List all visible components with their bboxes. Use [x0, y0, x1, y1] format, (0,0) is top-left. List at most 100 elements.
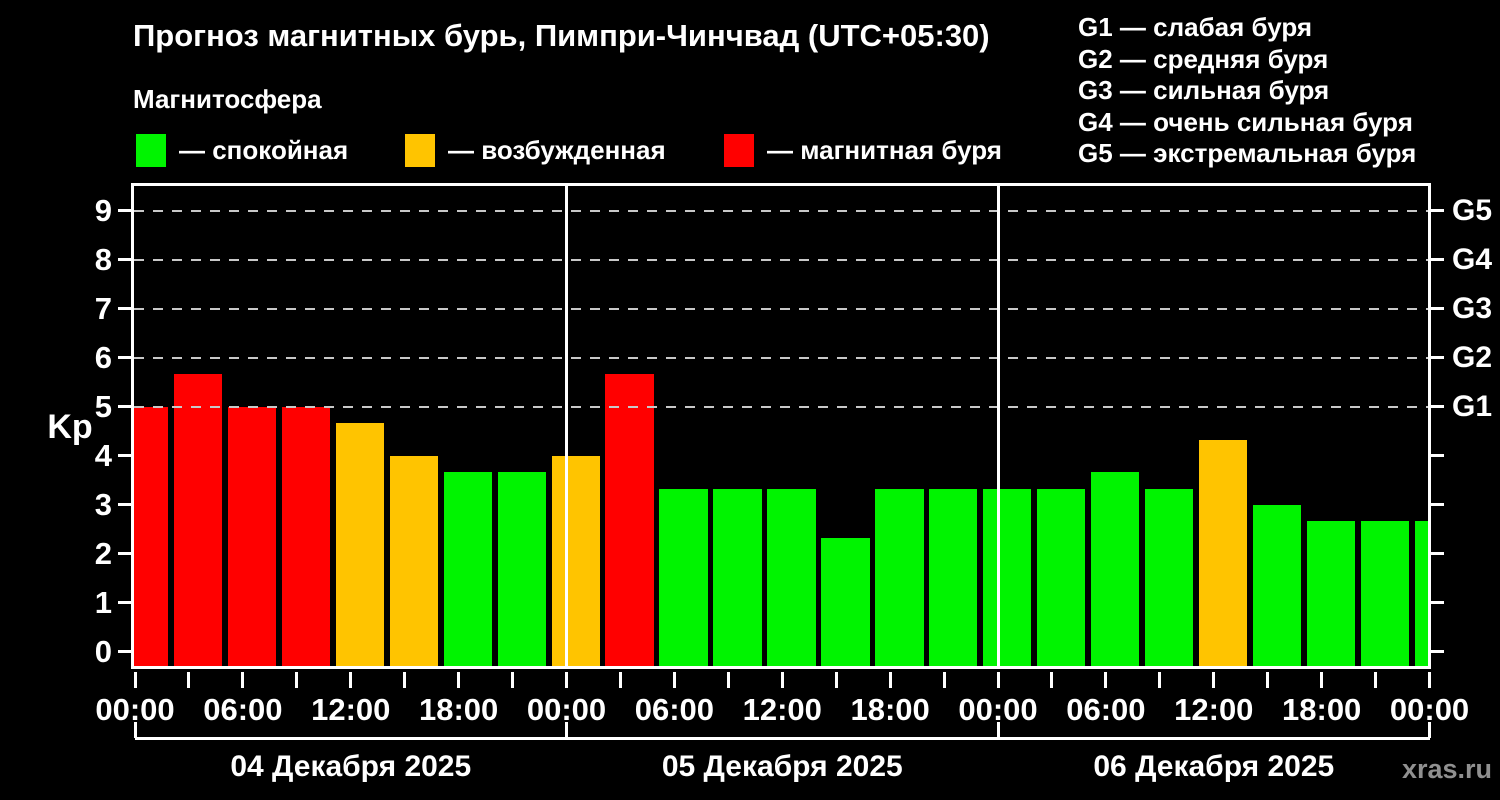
y-axis-tick — [118, 503, 131, 507]
legend-swatch-unsettled-icon — [405, 133, 435, 167]
x-axis-tick — [1320, 672, 1324, 688]
bars-layer — [131, 183, 1431, 669]
g-scale-label: G2 — [1452, 340, 1493, 374]
x-axis-tick — [295, 672, 299, 688]
g-scale-label: G3 — [1452, 291, 1493, 325]
right-axis-tick — [1431, 552, 1444, 556]
kp-bar — [1090, 471, 1140, 667]
y-axis-title: Kp — [47, 408, 93, 446]
x-tick-label: 00:00 — [1389, 692, 1470, 727]
y-axis-tick — [118, 454, 131, 458]
kp-bar — [659, 488, 708, 667]
kp-bar — [497, 471, 546, 667]
y-tick-label: 9 — [94, 192, 112, 228]
plot-area — [131, 183, 1431, 669]
x-axis-tick — [618, 672, 622, 688]
y-axis-tick — [118, 650, 131, 654]
g-scale-label: G5 — [1452, 193, 1493, 227]
x-axis-tick — [457, 672, 461, 688]
y-axis-tick — [118, 552, 131, 556]
kp-bar — [713, 488, 762, 667]
y-tick-label: 5 — [94, 388, 112, 424]
x-axis-tick — [996, 672, 1000, 688]
x-axis-tick — [834, 672, 838, 688]
x-tick-label: 00:00 — [526, 692, 607, 727]
y-tick-label: 4 — [94, 437, 112, 473]
magnetosphere-label: Магнитосфера — [133, 84, 322, 114]
kp-bar — [335, 422, 385, 667]
x-tick-label: 00:00 — [95, 692, 175, 727]
kp-bar — [389, 455, 439, 667]
legend-item-unsettled: — возбужденная — [405, 133, 666, 167]
x-axis-tick — [565, 672, 569, 688]
kp-bar — [1144, 488, 1194, 667]
x-axis-tick — [780, 672, 784, 688]
storm-level-gridline — [134, 307, 1428, 310]
storm-level-gridline — [134, 209, 1428, 212]
kp-bar — [1360, 520, 1409, 667]
legend-item-storm: — магнитная буря — [724, 133, 1002, 167]
g-legend-line: G3 — сильная буря — [1078, 75, 1330, 105]
date-bracket — [135, 737, 1430, 740]
right-axis-tick — [1431, 209, 1444, 213]
kp-bar — [227, 406, 277, 667]
x-tick-label: 00:00 — [958, 692, 1038, 727]
day-separator-line — [565, 183, 569, 669]
g-legend-line: G1 — слабая буря — [1078, 12, 1313, 42]
x-axis-tick — [1050, 672, 1054, 688]
legend-swatch-storm-icon — [724, 133, 754, 167]
y-axis-tick — [118, 258, 131, 262]
legend-label: — возбужденная — [448, 134, 666, 165]
x-axis-tick — [187, 672, 191, 688]
date-bracket-tick — [565, 722, 569, 738]
kp-bar — [1306, 520, 1356, 667]
x-axis-tick — [349, 672, 353, 688]
x-axis-tick — [1104, 672, 1108, 688]
g-legend-line: G4 — очень сильная буря — [1078, 106, 1413, 137]
y-axis-tick — [118, 307, 131, 311]
y-axis-tick — [118, 209, 131, 213]
right-axis-tick — [1431, 650, 1444, 654]
g-scale-legend: G1 — слабая буря G2 — средняя буря G3 — си… — [1078, 12, 1416, 170]
y-axis-tick — [118, 601, 131, 605]
right-axis-tick — [1431, 601, 1444, 605]
date-bracket-tick — [133, 722, 137, 738]
right-axis-tick — [1431, 405, 1444, 409]
date-bracket-tick — [1428, 722, 1432, 738]
x-tick-label: 06:00 — [1066, 692, 1146, 727]
legend-swatch-quiet-icon — [136, 133, 166, 167]
kp-bar — [929, 488, 978, 667]
x-axis-tick — [133, 672, 137, 688]
kp-bar — [821, 537, 870, 667]
g-scale-label: G4 — [1452, 242, 1493, 276]
y-tick-label: 1 — [94, 584, 112, 620]
g-scale-label: G1 — [1452, 389, 1493, 423]
kp-bar — [551, 455, 600, 667]
x-tick-label: 06:00 — [203, 692, 283, 727]
kp-bar — [173, 373, 223, 667]
y-axis-tick — [118, 356, 131, 360]
x-axis-tick — [511, 672, 515, 688]
y-tick-label: 0 — [94, 633, 112, 669]
x-axis-tick — [1266, 672, 1270, 688]
day-separator-line — [996, 183, 1000, 669]
x-tick-label: 12:00 — [311, 692, 391, 727]
x-tick-label: 18:00 — [418, 692, 499, 727]
right-axis-tick — [1431, 503, 1444, 507]
kp-bar — [1414, 520, 1431, 667]
right-axis-tick — [1431, 454, 1444, 458]
date-bracket-tick — [996, 722, 1000, 738]
right-axis-tick — [1431, 258, 1444, 262]
kp-bar — [767, 488, 816, 667]
kp-bar — [1036, 488, 1086, 667]
x-tick-label: 12:00 — [742, 692, 822, 727]
storm-level-gridline — [134, 405, 1428, 408]
x-axis-tick — [1212, 672, 1216, 688]
x-axis-tick — [403, 672, 407, 688]
x-tick-label: 18:00 — [850, 692, 930, 727]
y-tick-label: 3 — [94, 486, 112, 522]
date-label: 05 Декабря 2025 — [661, 750, 903, 783]
kp-bar — [983, 488, 1032, 667]
kp-bar — [1198, 439, 1248, 667]
